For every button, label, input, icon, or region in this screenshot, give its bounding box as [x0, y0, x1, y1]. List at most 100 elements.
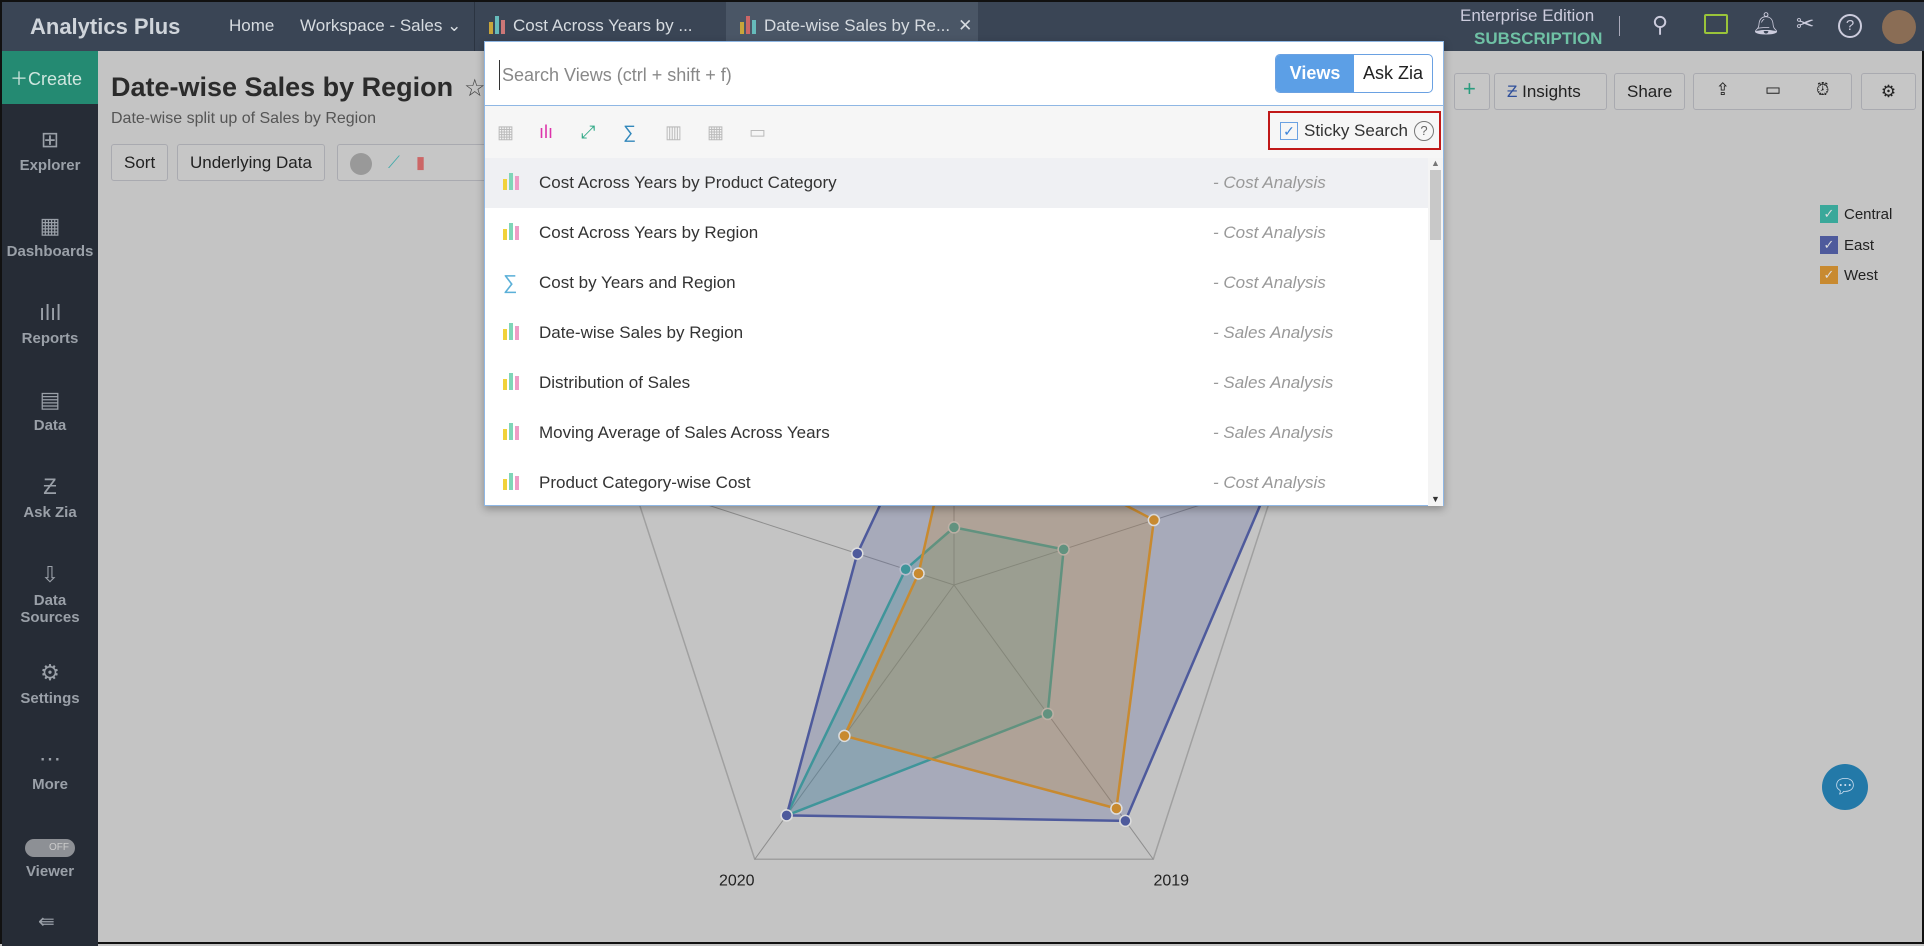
chart-filter-icon[interactable]: ılı: [539, 122, 554, 142]
list-item[interactable]: Distribution of Sales - Sales Analysis: [485, 358, 1428, 408]
bar-chart-icon[interactable]: ▮: [415, 153, 426, 172]
legend-east[interactable]: ✓ East: [1820, 236, 1874, 254]
sidebar-item-settings[interactable]: ⚙ Settings: [2, 660, 98, 707]
comment-icon[interactable]: ▭: [1764, 80, 1782, 99]
sticky-search-label: Sticky Search: [1304, 120, 1408, 140]
sidebar-label: Data Sources: [20, 592, 80, 626]
more-icon: ⋯: [39, 746, 61, 771]
app-logo[interactable]: Analytics Plus: [30, 14, 181, 39]
workspace-label: Workspace - Sales: [300, 16, 443, 35]
scrollbar[interactable]: ▲ ▼: [1428, 158, 1443, 506]
page-title: Date-wise Sales by Region: [111, 72, 454, 102]
sidebar-item-explorer[interactable]: ⊞ Explorer: [2, 127, 98, 174]
nav-workspace[interactable]: Workspace - Sales ⌄: [300, 16, 461, 36]
views-list: Cost Across Years by Product Category - C…: [485, 158, 1428, 506]
export-icon[interactable]: ⇪: [1715, 80, 1730, 99]
view-name: Product Category-wise Cost: [539, 473, 751, 492]
chart-icon: [503, 322, 525, 345]
sidebar-item-reports[interactable]: ılıl Reports: [2, 300, 98, 347]
data-point: [912, 567, 925, 580]
close-tab-icon[interactable]: ✕: [958, 16, 973, 35]
list-item[interactable]: Product Category-wise Cost - Cost Analysi…: [485, 458, 1428, 506]
pie-chart-icon[interactable]: [350, 153, 372, 175]
share-button[interactable]: Share: [1614, 73, 1685, 110]
insights-button[interactable]: Ƶ Insights: [1494, 73, 1607, 110]
list-item[interactable]: ∑ Cost by Years and Region - Cost Analysis: [485, 258, 1428, 308]
list-item[interactable]: Moving Average of Sales Across Years - Sa…: [485, 408, 1428, 458]
sidebar-label: Dashboards: [6, 243, 94, 260]
favorite-star-icon[interactable]: ☆: [464, 75, 486, 102]
data-point: [1119, 814, 1132, 828]
pivot-filter-icon[interactable]: ⤢: [581, 122, 596, 142]
search-views-input[interactable]: [499, 60, 1199, 90]
chart-type-switcher[interactable]: ⟋ ▮: [337, 144, 497, 181]
sticky-search[interactable]: ✓ Sticky Search ?: [1268, 111, 1441, 150]
workspace-name: - Cost Analysis: [1213, 273, 1326, 292]
insights-label: Insights: [1522, 82, 1581, 101]
sidebar-label: More: [32, 776, 68, 793]
collapse-sidebar-icon[interactable]: ⇚: [38, 911, 55, 933]
sidebar-label: Settings: [20, 690, 80, 707]
comments-icon[interactable]: [1704, 14, 1728, 34]
sort-button[interactable]: Sort: [111, 144, 169, 181]
settings-gear-icon[interactable]: ⚙: [1861, 73, 1916, 110]
sidebar-label: Data: [33, 417, 67, 434]
line-chart-icon[interactable]: ⟋: [388, 153, 400, 172]
data-point: [1057, 543, 1070, 556]
avatar[interactable]: [1882, 10, 1916, 44]
axis-label: 2019: [1153, 872, 1189, 889]
sidebar: ＋Create ⊞ Explorer ▦ Dashboards ılıl Report…: [2, 51, 98, 946]
legend-west[interactable]: ✓ West: [1820, 266, 1878, 284]
sticky-search-checkbox[interactable]: ✓: [1280, 121, 1298, 140]
chart-icon: [489, 16, 505, 34]
sidebar-item-data[interactable]: ▤ Data: [2, 387, 98, 434]
tab-cost-across-years[interactable]: Cost Across Years by ...: [474, 2, 726, 51]
sidebar-item-dashboards[interactable]: ▦ Dashboards: [2, 213, 98, 260]
sigma-filter-icon[interactable]: ∑: [623, 122, 636, 142]
view-name: Cost Across Years by Product Category: [539, 173, 837, 192]
data-point: [851, 547, 864, 560]
action-group: ⇪ ▭ ⏰︎: [1693, 73, 1852, 110]
create-label: Create: [28, 69, 83, 89]
help-icon[interactable]: ?: [1413, 120, 1434, 141]
chart-icon: [503, 422, 525, 445]
zia-icon: Ƶ: [43, 474, 57, 499]
legend-central[interactable]: ✓ Central: [1820, 205, 1892, 223]
alarm-icon[interactable]: ⏰︎: [1816, 80, 1830, 99]
chat-support-icon[interactable]: 💬︎: [1822, 764, 1868, 810]
table-filter-icon[interactable]: ▦: [707, 122, 725, 142]
help-icon[interactable]: ?: [1838, 14, 1862, 38]
viewer-toggle[interactable]: OFF: [25, 839, 75, 857]
sidebar-item-more[interactable]: ⋯ More: [2, 746, 98, 793]
tab-label: Date-wise Sales by Re...: [764, 16, 951, 35]
list-item[interactable]: Cost Across Years by Region - Cost Analys…: [485, 208, 1428, 258]
sidebar-label: Reports: [21, 330, 79, 347]
workspace-name: - Cost Analysis: [1213, 223, 1326, 242]
bell-icon[interactable]: 🔔︎: [1752, 11, 1780, 36]
chart-icon: [503, 372, 525, 395]
add-button[interactable]: +: [1454, 73, 1490, 110]
subscription-link[interactable]: SUBSCRIPTION: [1474, 29, 1603, 48]
viewer-label: Viewer: [25, 863, 75, 880]
list-item[interactable]: Date-wise Sales by Region - Sales Analysi…: [485, 308, 1428, 358]
dashboard-filter-icon[interactable]: ▦: [497, 122, 515, 142]
tools-icon[interactable]: ✂: [1796, 11, 1815, 36]
chart-icon: [740, 16, 756, 34]
plus-icon: ＋: [10, 69, 28, 89]
folder-filter-icon[interactable]: ▭: [749, 122, 767, 142]
underlying-data-button[interactable]: Underlying Data: [177, 144, 325, 181]
data-point: [1110, 802, 1123, 815]
query-table-filter-icon[interactable]: ▥: [665, 122, 683, 142]
ask-zia-toggle-button[interactable]: Ask Zia: [1362, 63, 1423, 83]
view-name: Moving Average of Sales Across Years: [539, 423, 830, 442]
edition-label: Enterprise Edition: [1460, 6, 1595, 25]
list-item[interactable]: Cost Across Years by Product Category - C…: [485, 158, 1428, 208]
sidebar-item-ask-zia[interactable]: Ƶ Ask Zia: [2, 474, 98, 521]
create-button[interactable]: ＋Create: [2, 51, 98, 104]
search-row: Views Ask Zia: [485, 42, 1443, 106]
views-toggle-button[interactable]: Views: [1276, 55, 1354, 92]
table-icon: ▤: [39, 387, 61, 412]
nav-home[interactable]: Home: [229, 16, 275, 35]
search-icon[interactable]: ⚲: [1652, 12, 1669, 37]
sidebar-item-data-sources[interactable]: ⇩ Data Sources: [2, 562, 98, 626]
